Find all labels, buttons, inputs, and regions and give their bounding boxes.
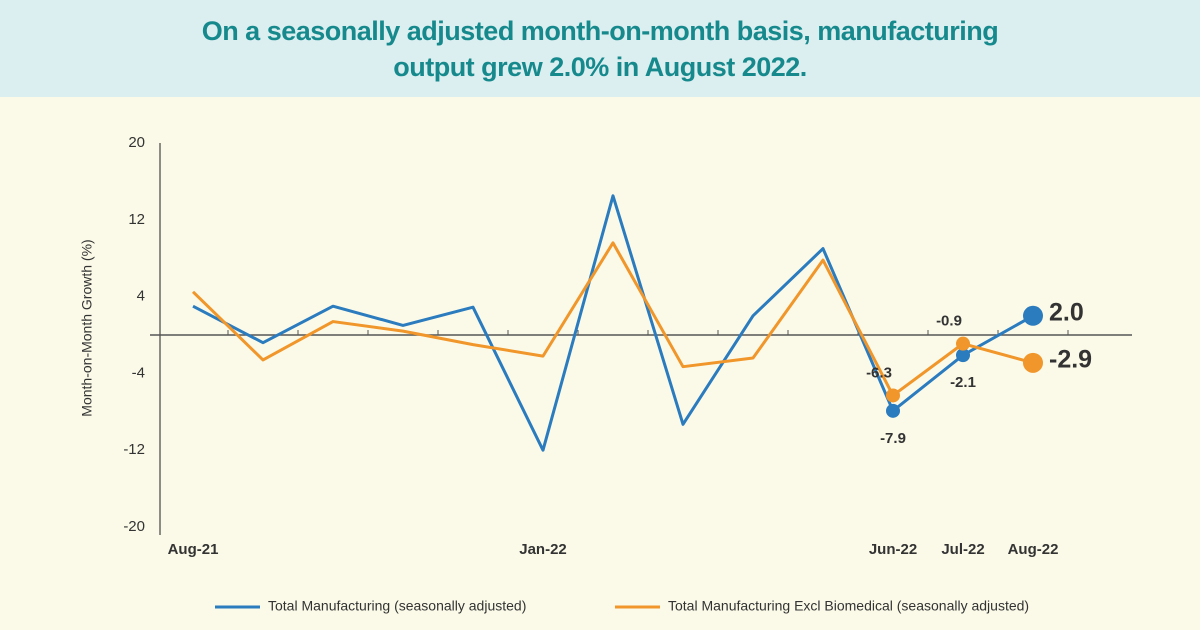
chart-title: On a seasonally adjusted month-on-month … [201, 15, 999, 82]
legend-label: Total Manufacturing Excl Biomedical (sea… [668, 598, 1029, 614]
y-tick-label: 4 [137, 288, 145, 305]
series-line [191, 241, 1034, 397]
series-line [192, 194, 1034, 452]
data-label: -6.3 [866, 364, 892, 381]
y-tick-label: -20 [123, 518, 145, 535]
x-tick-label: Jan-22 [519, 541, 567, 558]
data-point [886, 388, 900, 403]
data-label: -7.9 [880, 430, 906, 447]
y-tick-label: 20 [128, 134, 145, 151]
y-tick-label: -12 [123, 441, 145, 458]
y-axis-label: Month-on-Month Growth (%) [79, 239, 95, 416]
data-point [1023, 305, 1043, 326]
header: On a seasonally adjusted month-on-month … [0, 0, 1200, 97]
x-tick-label: Aug-21 [168, 541, 219, 558]
data-label: -2.9 [1049, 345, 1092, 373]
data-point [1023, 352, 1043, 373]
data-point [956, 348, 970, 363]
y-tick-label: 12 [128, 211, 145, 228]
data-label: 2.0 [1049, 298, 1084, 326]
data-point [956, 336, 970, 351]
data-label: -0.9 [936, 313, 962, 330]
y-tick-label: -4 [132, 364, 145, 381]
x-tick-label: Jul-22 [941, 541, 984, 558]
x-tick-label: Jun-22 [869, 541, 917, 558]
x-tick-label: Aug-22 [1008, 541, 1059, 558]
data-label: -2.1 [950, 374, 976, 391]
data-point [886, 403, 900, 418]
legend-label: Total Manufacturing (seasonally adjusted… [268, 598, 526, 614]
